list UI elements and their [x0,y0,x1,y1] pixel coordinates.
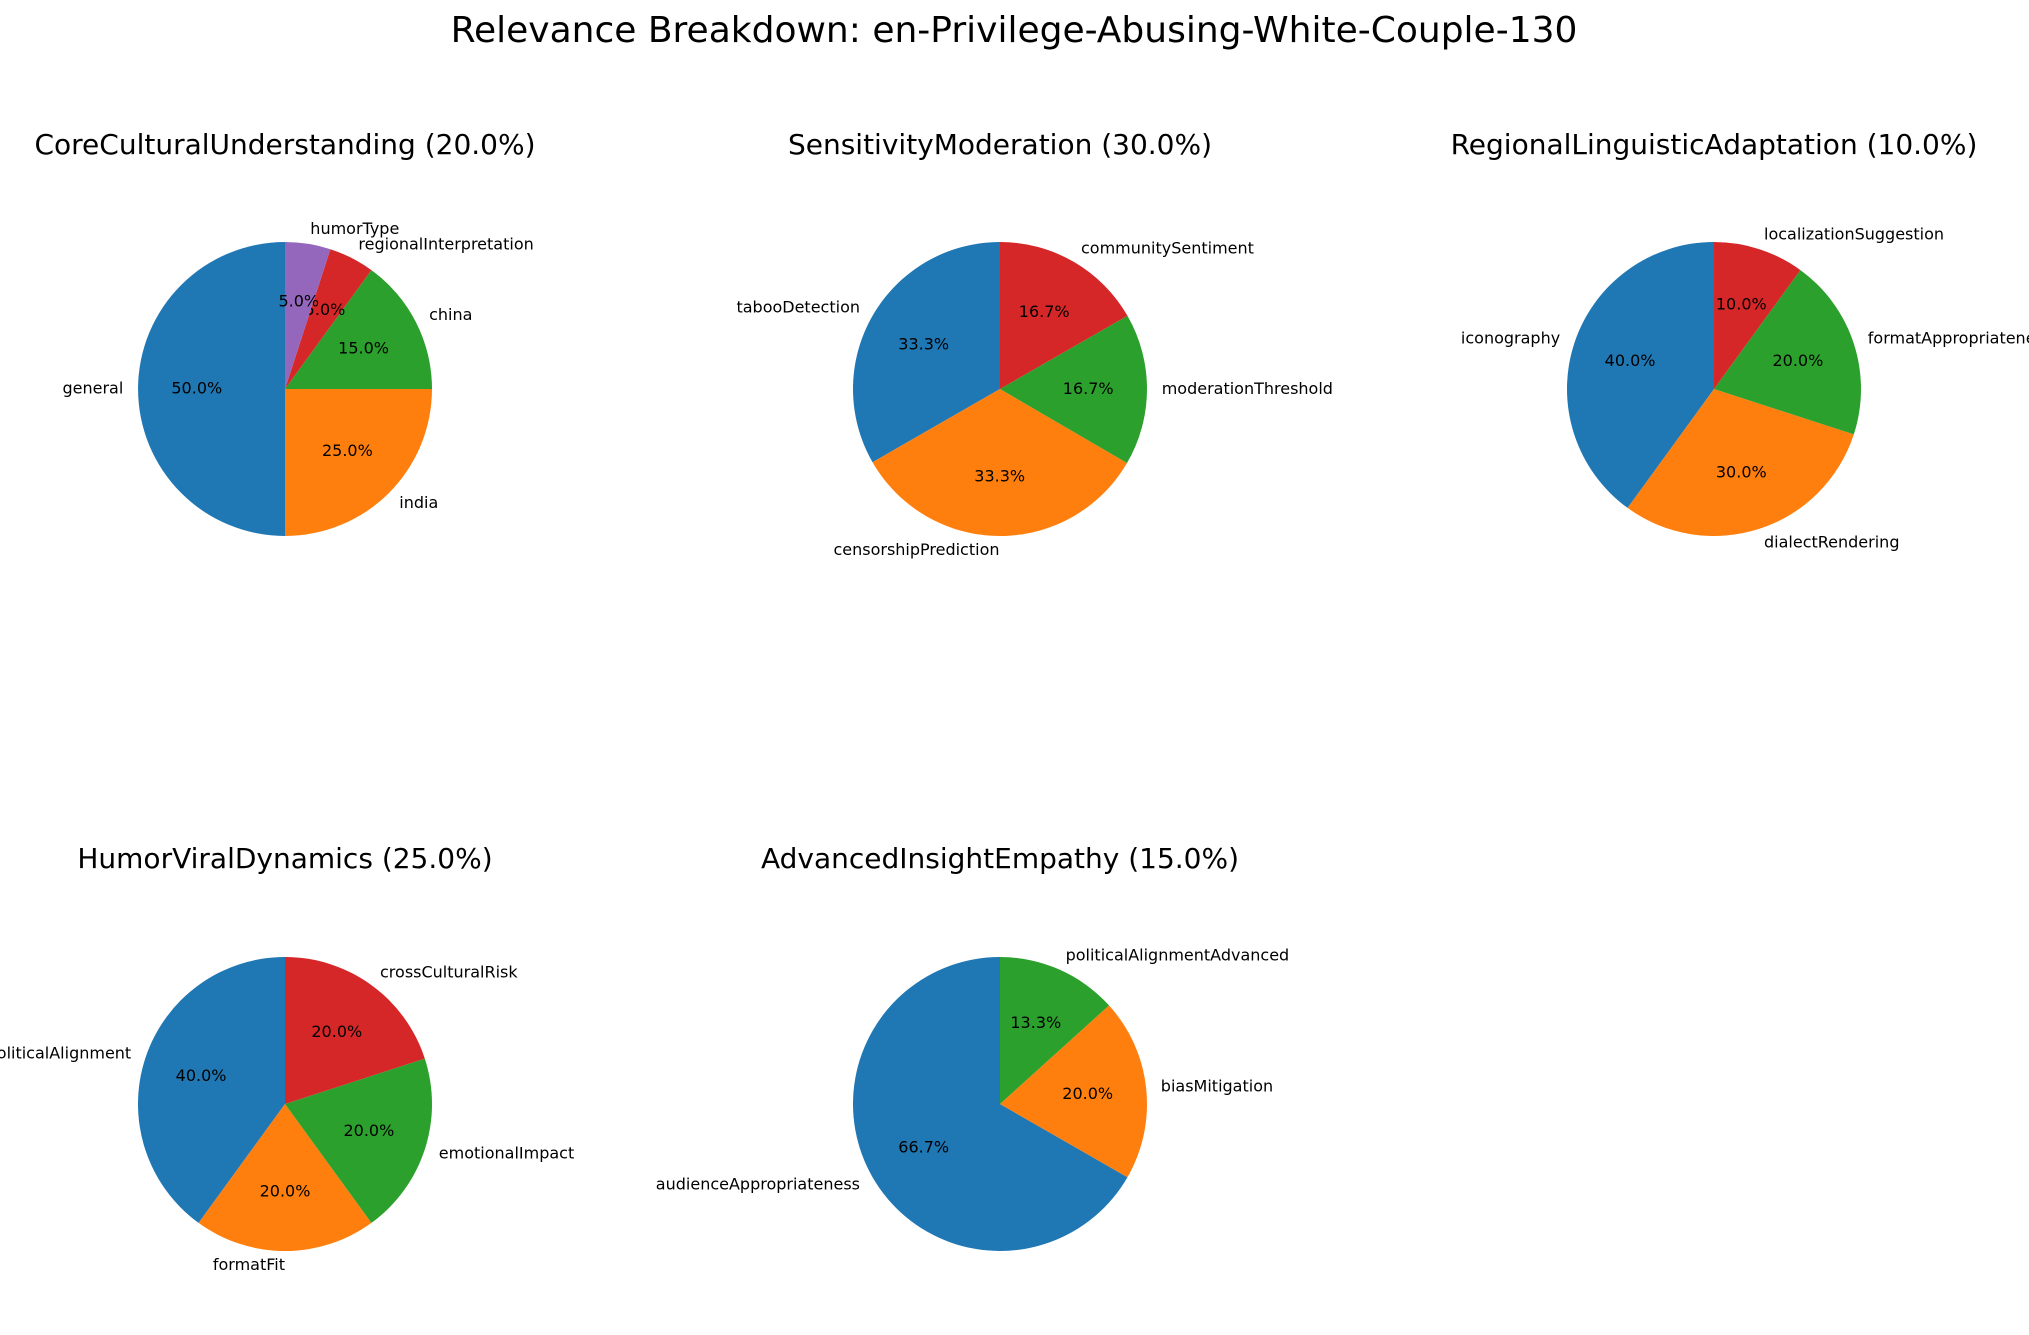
slice-percent-label: 16.7% [1063,379,1114,398]
pie-chart: AdvancedInsightEmpathy (15.0%) audienceAp… [656,842,1289,1251]
pie-title: CoreCulturalUnderstanding (20.0%) [34,128,535,161]
slice-label: emotionalImpact [439,1144,574,1163]
slice-label: iconography [1461,329,1560,348]
pie-slice-formatAppropriateness [1714,270,1862,435]
pie-title: SensitivityModeration (30.0%) [788,128,1212,161]
slice-percent-label: 20.0% [1062,1084,1113,1103]
slice-label: censorshipPrediction [833,540,999,559]
slice-percent-label: 10.0% [1716,295,1767,314]
slice-label: general [62,379,123,398]
slice-percent-label: 20.0% [343,1121,394,1140]
pie-slice-politicalAlignmentAdvanced [1000,957,1110,1104]
slice-percent-label: 40.0% [1605,351,1656,370]
pie-charts-group: CoreCulturalUnderstanding (20.0%) general… [0,128,2029,1274]
slice-percent-label: 5.0% [305,300,346,319]
pie-chart: HumorViralDynamics (25.0%) politicalAlign… [0,842,574,1274]
slice-label: audienceAppropriateness [656,1175,860,1194]
pie-slice-audienceAppropriateness [852,956,1128,1251]
slice-label: localizationSuggestion [1764,225,1944,244]
pie-title: HumorViralDynamics (25.0%) [77,842,492,875]
pie-slice-localizationSuggestion [1714,242,1801,389]
slice-percent-label: 33.3% [898,334,949,353]
slice-percent-label: 20.0% [1772,351,1823,370]
slice-label: dialectRendering [1764,532,1899,551]
slice-label: tabooDetection [736,298,860,317]
pie-slice-china [285,270,432,389]
slice-label: regionalInterpretation [358,234,533,253]
slice-percent-label: 15.0% [338,339,389,358]
pie-slice-emotionalImpact [285,1058,433,1223]
slice-percent-label: 30.0% [1716,462,1767,481]
pie-slice-censorshipPrediction [872,389,1127,537]
pie-slice-biasMitigation [1000,1005,1148,1178]
slice-percent-label: 5.0% [278,291,319,310]
pie-slice-formatFit [198,1104,372,1252]
slice-percent-label: 40.0% [176,1066,227,1085]
pie-slice-crossCulturalRisk [285,957,425,1104]
slice-label: biasMitigation [1161,1076,1273,1095]
pie-slice-communitySentiment [1000,242,1128,389]
slice-label: politicalAlignment [0,1044,131,1063]
slice-label: politicalAlignmentAdvanced [1066,946,1290,965]
slice-label: china [429,305,472,324]
slice-percent-label: 20.0% [311,1022,362,1041]
slice-percent-label: 25.0% [322,441,373,460]
pie-title: AdvancedInsightEmpathy (15.0%) [761,842,1239,875]
pie-slice-moderationThreshold [1000,315,1148,464]
slice-label: crossCulturalRisk [380,963,518,982]
slice-percent-label: 20.0% [260,1182,311,1201]
figure-title: Relevance Breakdown: en-Privilege-Abusin… [451,10,1578,51]
slice-percent-label: 66.7% [898,1138,949,1157]
slice-label: humorType [310,219,399,238]
pie-slice-regionalInterpretation [285,249,372,389]
pie-slice-dialectRendering [1627,389,1854,537]
pie-slice-general [138,242,285,536]
slice-percent-label: 13.3% [1010,1013,1061,1032]
slice-percent-label: 16.7% [1019,302,1070,321]
slice-percent-label: 33.3% [974,467,1025,486]
slice-percent-label: 50.0% [171,379,222,398]
slice-label: formatAppropriateness [1868,329,2029,348]
pie-slice-humorType [285,242,331,389]
pie-chart: SensitivityModeration (30.0%) tabooDetect… [736,128,1333,559]
pie-chart: CoreCulturalUnderstanding (20.0%) general… [34,128,536,536]
pie-slice-tabooDetection [853,242,1000,463]
pie-chart: RegionalLinguisticAdaptation (10.0%) icon… [1451,128,2029,551]
slice-label: formatFit [213,1255,285,1274]
slice-label: india [399,493,438,512]
pie-slice-politicalAlignment [137,957,285,1223]
slice-label: communitySentiment [1081,239,1254,258]
pie-slice-iconography [1566,242,1714,508]
slice-label: moderationThreshold [1162,379,1333,398]
pie-title: RegionalLinguisticAdaptation (10.0%) [1451,128,1978,161]
pie-slice-india [285,389,432,536]
